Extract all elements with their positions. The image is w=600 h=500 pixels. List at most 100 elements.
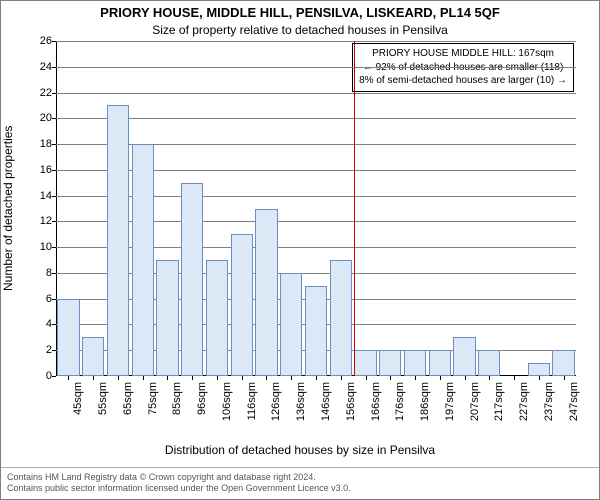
x-tick-label: 207sqm (469, 382, 481, 421)
x-tick-label: 197sqm (444, 382, 456, 421)
x-tick-label: 75sqm (147, 382, 159, 415)
y-tick (52, 118, 56, 119)
x-tick (489, 376, 490, 380)
x-tick (143, 376, 144, 380)
footer-line-1: Contains HM Land Registry data © Crown c… (7, 472, 593, 484)
x-tick (217, 376, 218, 380)
x-tick-label: 217sqm (493, 382, 505, 421)
bar (528, 363, 550, 376)
x-tick-label: 176sqm (394, 382, 406, 421)
x-tick (68, 376, 69, 380)
bar (453, 337, 475, 376)
y-tick (52, 144, 56, 145)
bar (404, 350, 426, 376)
y-tick (52, 67, 56, 68)
y-tick-label: 14 (40, 190, 52, 202)
bar (132, 144, 154, 376)
x-tick (390, 376, 391, 380)
x-tick-label: 106sqm (221, 382, 233, 421)
x-axis-label: Distribution of detached houses by size … (1, 443, 599, 457)
y-tick-label: 20 (40, 112, 52, 124)
bar (478, 350, 500, 376)
x-tick-label: 116sqm (246, 382, 258, 420)
x-tick (539, 376, 540, 380)
x-tick-label: 126sqm (270, 382, 282, 421)
y-tick (52, 170, 56, 171)
bar (107, 105, 129, 376)
bar (552, 350, 574, 376)
x-tick (341, 376, 342, 380)
x-tick (415, 376, 416, 380)
y-tick-label: 22 (40, 87, 52, 99)
x-tick-label: 186sqm (419, 382, 431, 421)
y-tick (52, 221, 56, 222)
x-tick-label: 96sqm (196, 382, 208, 415)
y-tick-label: 26 (40, 35, 52, 47)
footer-line-2: Contains public sector information licen… (7, 483, 593, 495)
y-tick (52, 299, 56, 300)
y-tick (52, 273, 56, 274)
y-tick-label: 16 (40, 164, 52, 176)
x-tick-label: 227sqm (518, 382, 530, 421)
bar (206, 260, 228, 376)
bar (181, 183, 203, 376)
bar (280, 273, 302, 376)
x-tick (316, 376, 317, 380)
chart-container: PRIORY HOUSE, MIDDLE HILL, PENSILVA, LIS… (0, 0, 600, 500)
x-tick (564, 376, 565, 380)
x-tick-label: 156sqm (345, 382, 357, 421)
bar (82, 337, 104, 376)
x-tick-label: 166sqm (370, 382, 382, 421)
x-tick (242, 376, 243, 380)
bar (156, 260, 178, 376)
x-tick-label: 65sqm (122, 382, 134, 415)
legend-line-3: 8% of semi-detached houses are larger (1… (359, 74, 567, 88)
bar (231, 234, 253, 376)
x-tick-label: 146sqm (320, 382, 332, 421)
marker-line (354, 41, 355, 376)
y-tick-label: 10 (40, 241, 52, 253)
gridline (56, 67, 576, 68)
bar (330, 260, 352, 376)
gridline (56, 41, 576, 42)
y-tick (52, 93, 56, 94)
x-tick (291, 376, 292, 380)
bar (429, 350, 451, 376)
title-subtitle: Size of property relative to detached ho… (1, 23, 599, 37)
y-tick (52, 350, 56, 351)
bar (255, 209, 277, 377)
x-tick-label: 45sqm (72, 382, 84, 415)
bar (57, 299, 79, 376)
title-address: PRIORY HOUSE, MIDDLE HILL, PENSILVA, LIS… (1, 5, 599, 20)
gridline (56, 93, 576, 94)
x-tick-label: 55sqm (97, 382, 109, 415)
x-tick-label: 136sqm (295, 382, 307, 421)
x-tick (514, 376, 515, 380)
legend-line-1: PRIORY HOUSE MIDDLE HILL: 167sqm (359, 47, 567, 61)
x-tick (192, 376, 193, 380)
footer: Contains HM Land Registry data © Crown c… (1, 467, 599, 497)
x-tick-label: 85sqm (171, 382, 183, 415)
x-tick-label: 237sqm (543, 382, 555, 421)
y-tick-label: 18 (40, 138, 52, 150)
x-tick (266, 376, 267, 380)
x-tick (93, 376, 94, 380)
y-tick (52, 196, 56, 197)
gridline (56, 118, 576, 119)
y-tick-label: 12 (40, 215, 52, 227)
x-tick (465, 376, 466, 380)
y-tick (52, 376, 56, 377)
x-tick (440, 376, 441, 380)
bar (379, 350, 401, 376)
y-tick (52, 41, 56, 42)
x-tick (167, 376, 168, 380)
x-tick (366, 376, 367, 380)
plot-area: PRIORY HOUSE MIDDLE HILL: 167sqm ← 92% o… (56, 41, 576, 376)
bar (305, 286, 327, 376)
y-axis-label: Number of detached properties (1, 36, 15, 201)
y-tick (52, 324, 56, 325)
bar (354, 350, 376, 376)
x-tick-label: 247sqm (568, 382, 580, 421)
y-tick-label: 24 (40, 61, 52, 73)
y-tick (52, 247, 56, 248)
